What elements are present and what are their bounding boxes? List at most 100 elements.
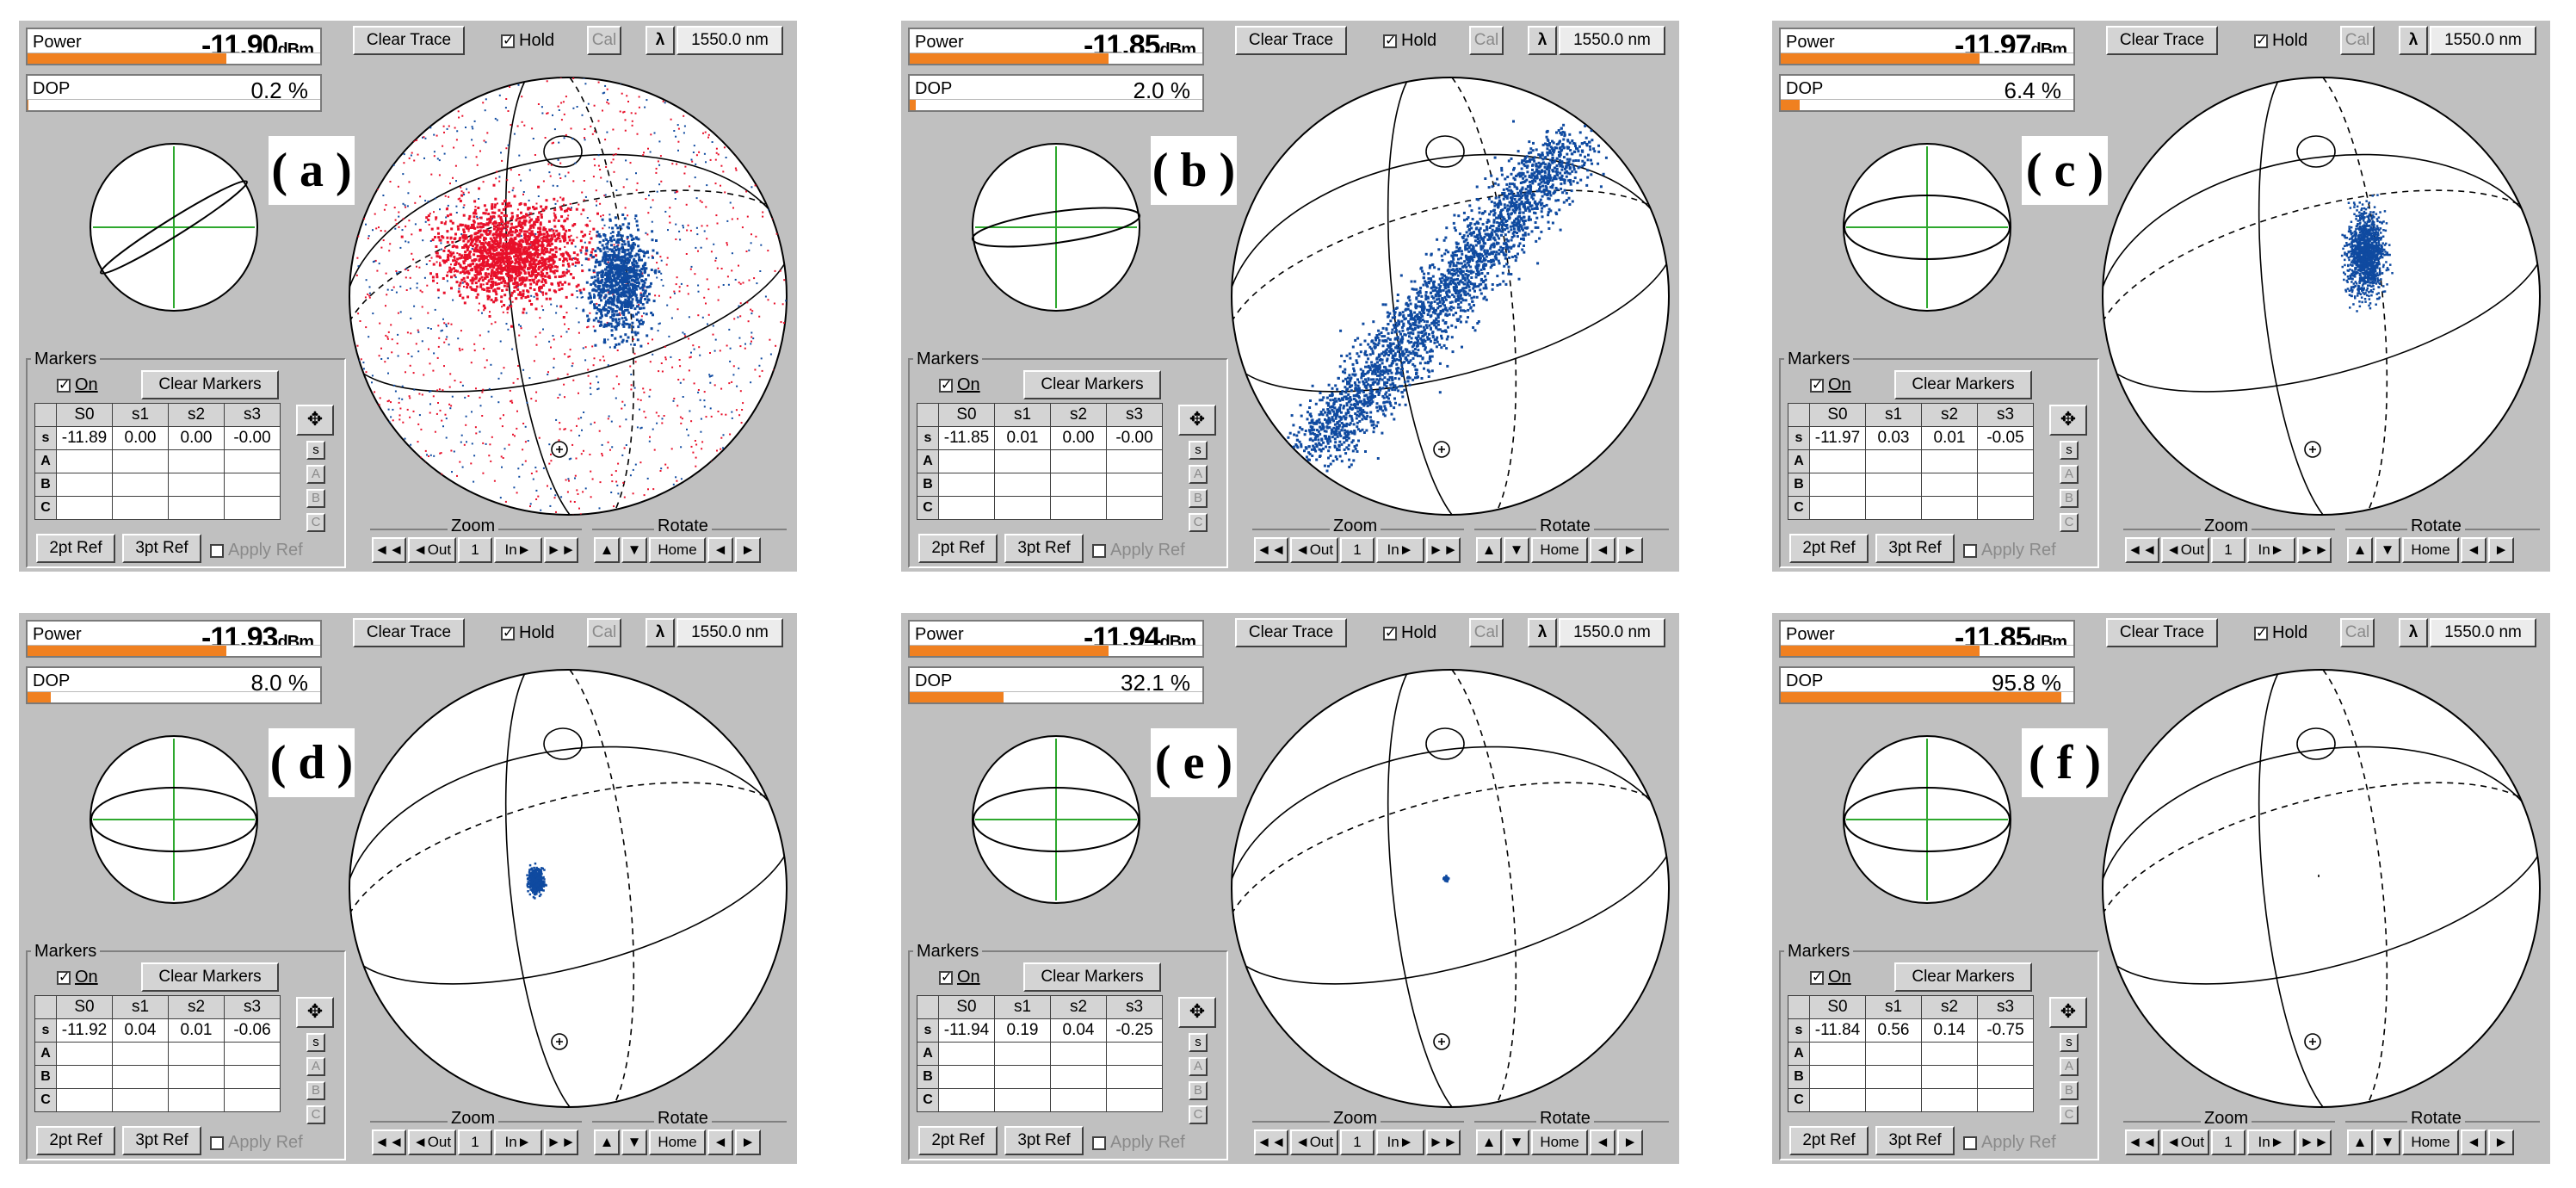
zoom-button[interactable]: 1 <box>458 1129 492 1155</box>
cal-button[interactable]: Cal <box>2340 618 2375 647</box>
poincare-sphere[interactable] <box>2097 72 2545 520</box>
row-label[interactable]: s <box>917 426 939 450</box>
row-label[interactable]: C <box>917 496 939 520</box>
zoom-button[interactable]: In► <box>2247 537 2295 563</box>
two-point-ref-button[interactable]: 2pt Ref <box>918 1126 998 1155</box>
rotate-button[interactable]: ► <box>2488 537 2514 563</box>
move-marker-button[interactable]: ✥ <box>296 997 334 1028</box>
apply-ref-checkbox[interactable]: Apply Ref <box>210 1133 303 1153</box>
zoom-button[interactable]: In► <box>494 1129 542 1155</box>
marker-side-button[interactable]: s <box>306 1033 325 1052</box>
cal-button[interactable]: Cal <box>587 26 621 55</box>
zoom-button[interactable]: ►► <box>1426 537 1461 563</box>
row-label[interactable]: s <box>917 1018 939 1043</box>
rotate-button[interactable]: ◄ <box>2461 1129 2486 1155</box>
rotate-button[interactable]: ► <box>1617 537 1643 563</box>
zoom-button[interactable]: 1 <box>2211 1129 2246 1155</box>
zoom-button[interactable]: ►► <box>2297 1129 2332 1155</box>
rotate-button[interactable]: ▲ <box>2347 537 2373 563</box>
apply-ref-checkbox[interactable]: Apply Ref <box>1963 1133 2056 1153</box>
marker-side-button[interactable]: A <box>2060 465 2079 484</box>
marker-side-button[interactable]: s <box>2060 1033 2079 1052</box>
rotate-button[interactable]: ▼ <box>621 537 647 563</box>
rotate-button[interactable]: ▲ <box>1476 1129 1502 1155</box>
marker-side-button[interactable]: s <box>306 441 325 460</box>
markers-on-checkbox[interactable]: ✓ On <box>1810 375 1851 395</box>
wavelength-button[interactable]: λ <box>1528 618 1557 647</box>
rotate-button[interactable]: ▼ <box>2375 537 2400 563</box>
marker-side-button[interactable]: C <box>306 513 325 532</box>
hold-checkbox[interactable]: ✓ Hold <box>2254 31 2307 51</box>
wavelength-button[interactable]: λ <box>646 26 675 55</box>
apply-ref-checkbox[interactable]: Apply Ref <box>1092 1133 1185 1153</box>
row-label[interactable]: s <box>1788 426 1810 450</box>
zoom-button[interactable]: ◄Out <box>1290 537 1338 563</box>
apply-ref-checkbox[interactable]: Apply Ref <box>1963 541 2056 560</box>
clear-trace-button[interactable]: Clear Trace <box>353 618 465 647</box>
row-label[interactable]: B <box>917 473 939 497</box>
clear-trace-button[interactable]: Clear Trace <box>2106 26 2218 55</box>
zoom-button[interactable]: ◄◄ <box>1254 537 1288 563</box>
zoom-button[interactable]: In► <box>2247 1129 2295 1155</box>
rotate-button[interactable]: ► <box>1617 1129 1643 1155</box>
marker-side-button[interactable]: B <box>1189 489 1208 508</box>
zoom-button[interactable]: ◄◄ <box>372 1129 406 1155</box>
marker-side-button[interactable]: C <box>1189 513 1208 532</box>
marker-side-button[interactable]: B <box>306 489 325 508</box>
zoom-button[interactable]: 1 <box>458 537 492 563</box>
row-label[interactable]: s <box>34 426 57 450</box>
zoom-button[interactable]: 1 <box>2211 537 2246 563</box>
clear-trace-button[interactable]: Clear Trace <box>2106 618 2218 647</box>
rotate-button[interactable]: Home <box>1531 537 1588 563</box>
markers-on-checkbox[interactable]: ✓ On <box>57 968 98 987</box>
marker-side-button[interactable]: A <box>1189 1057 1208 1076</box>
rotate-button[interactable]: ▲ <box>594 1129 620 1155</box>
rotate-button[interactable]: Home <box>2402 537 2459 563</box>
rotate-button[interactable]: Home <box>1531 1129 1588 1155</box>
marker-side-button[interactable]: C <box>306 1105 325 1124</box>
apply-ref-checkbox[interactable]: Apply Ref <box>210 541 303 560</box>
row-label[interactable]: A <box>34 449 57 473</box>
clear-markers-button[interactable]: Clear Markers <box>141 370 279 399</box>
marker-side-button[interactable]: s <box>1189 1033 1208 1052</box>
row-label[interactable]: s <box>1788 1018 1810 1043</box>
hold-checkbox[interactable]: ✓ Hold <box>1383 31 1436 51</box>
clear-trace-button[interactable]: Clear Trace <box>1235 26 1347 55</box>
rotate-button[interactable]: ▼ <box>621 1129 647 1155</box>
two-point-ref-button[interactable]: 2pt Ref <box>36 534 115 563</box>
markers-on-checkbox[interactable]: ✓ On <box>939 375 980 395</box>
rotate-button[interactable]: ◄ <box>1590 537 1615 563</box>
marker-side-button[interactable]: s <box>2060 441 2079 460</box>
marker-side-button[interactable]: s <box>1189 441 1208 460</box>
zoom-button[interactable]: 1 <box>1340 537 1374 563</box>
zoom-button[interactable]: ◄Out <box>408 537 456 563</box>
row-label[interactable]: A <box>1788 449 1810 473</box>
row-label[interactable]: C <box>1788 1088 1810 1112</box>
marker-side-button[interactable]: B <box>306 1081 325 1100</box>
poincare-sphere[interactable] <box>1226 72 1674 520</box>
marker-side-button[interactable]: C <box>2060 513 2079 532</box>
row-label[interactable]: C <box>1788 496 1810 520</box>
rotate-button[interactable]: ◄ <box>707 537 733 563</box>
two-point-ref-button[interactable]: 2pt Ref <box>918 534 998 563</box>
clear-markers-button[interactable]: Clear Markers <box>1894 962 2032 992</box>
rotate-button[interactable]: ◄ <box>2461 537 2486 563</box>
zoom-button[interactable]: ◄◄ <box>1254 1129 1288 1155</box>
zoom-button[interactable]: ◄◄ <box>2125 537 2159 563</box>
cal-button[interactable]: Cal <box>2340 26 2375 55</box>
two-point-ref-button[interactable]: 2pt Ref <box>1789 1126 1869 1155</box>
marker-side-button[interactable]: A <box>306 465 325 484</box>
zoom-button[interactable]: ◄Out <box>1290 1129 1338 1155</box>
markers-on-checkbox[interactable]: ✓ On <box>939 968 980 987</box>
zoom-button[interactable]: ◄Out <box>2161 537 2209 563</box>
cal-button[interactable]: Cal <box>1469 618 1504 647</box>
rotate-button[interactable]: ▼ <box>2375 1129 2400 1155</box>
zoom-button[interactable]: ◄◄ <box>2125 1129 2159 1155</box>
rotate-button[interactable]: ▲ <box>2347 1129 2373 1155</box>
row-label[interactable]: C <box>34 496 57 520</box>
three-point-ref-button[interactable]: 3pt Ref <box>1875 534 1955 563</box>
rotate-button[interactable]: ▲ <box>594 537 620 563</box>
marker-side-button[interactable]: B <box>2060 1081 2079 1100</box>
three-point-ref-button[interactable]: 3pt Ref <box>1004 1126 1084 1155</box>
rotate-button[interactable]: Home <box>649 1129 706 1155</box>
